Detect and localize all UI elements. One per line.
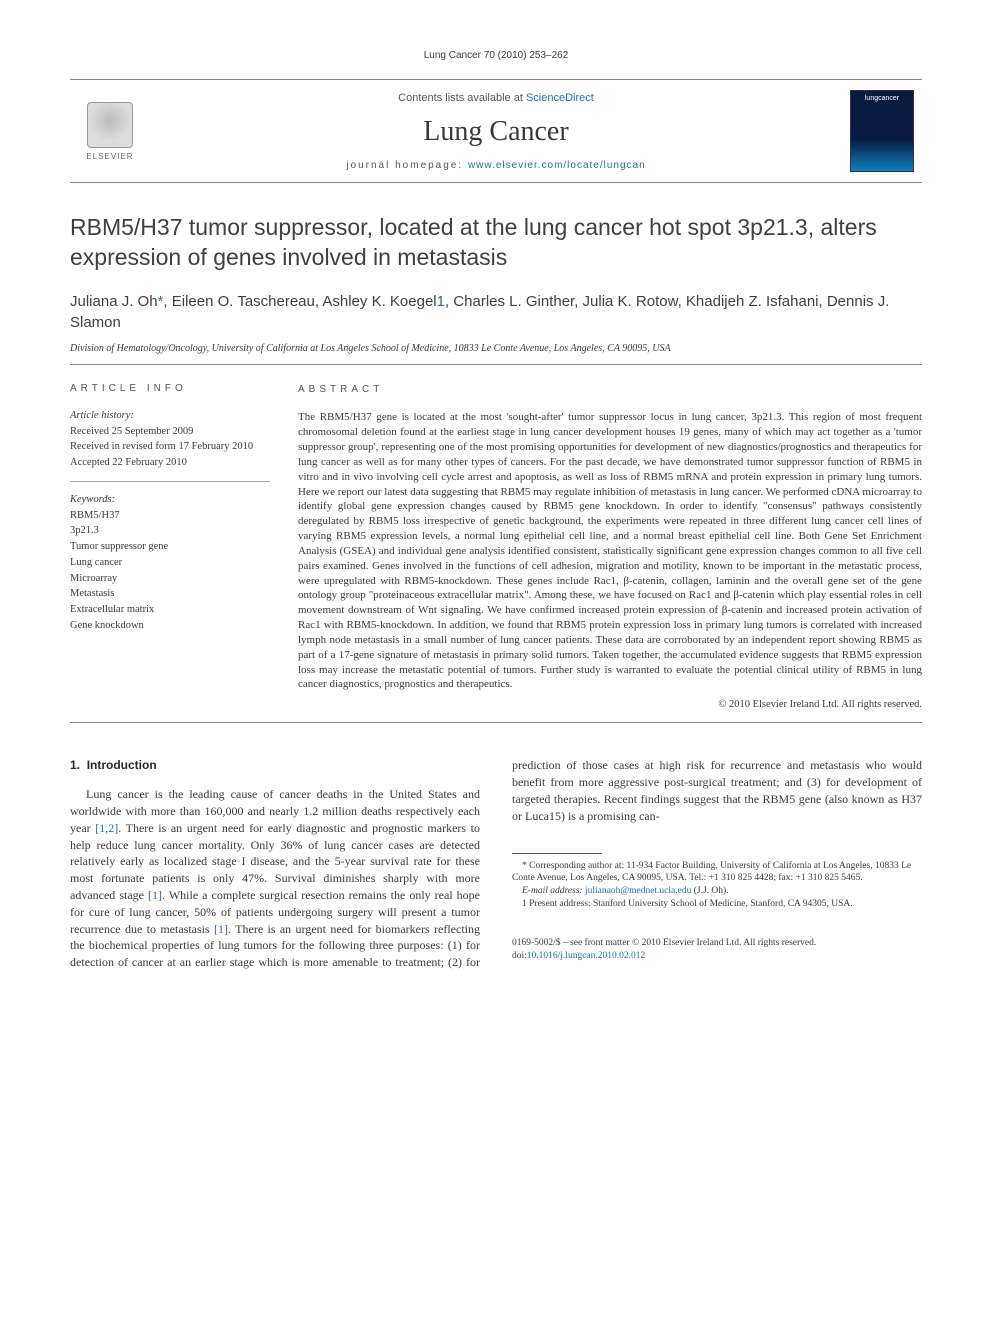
divider bbox=[70, 364, 922, 365]
present-address-note: 1 Present address: Stanford University S… bbox=[512, 898, 922, 911]
contents-available-line: Contents lists available at ScienceDirec… bbox=[150, 92, 842, 104]
running-head: Lung Cancer 70 (2010) 253–262 bbox=[70, 50, 922, 61]
article-body: 1. Introduction Lung cancer is the leadi… bbox=[70, 757, 922, 971]
journal-homepage-line: journal homepage: www.elsevier.com/locat… bbox=[150, 160, 842, 171]
journal-cover-thumb bbox=[850, 90, 914, 172]
elsevier-tree-icon bbox=[87, 102, 133, 148]
homepage-prefix: journal homepage: bbox=[346, 160, 468, 171]
article-info-heading: ARTICLE INFO bbox=[70, 383, 270, 394]
journal-name: Lung Cancer bbox=[150, 116, 842, 148]
publisher-name: ELSEVIER bbox=[86, 152, 133, 161]
doi-label: doi: bbox=[512, 951, 527, 961]
elsevier-logo: ELSEVIER bbox=[80, 96, 140, 166]
corresponding-author-note: * Corresponding author at: 11-934 Factor… bbox=[512, 860, 922, 886]
footnote-divider bbox=[512, 853, 602, 854]
section-number: 1. bbox=[70, 758, 80, 772]
keywords-list: RBM5/H373p21.3Tumor suppressor geneLung … bbox=[70, 508, 270, 634]
abstract-block: ABSTRACT The RBM5/H37 gene is located at… bbox=[298, 383, 922, 713]
email-note: E-mail address: julianaoh@mednet.ucla.ed… bbox=[512, 885, 922, 898]
keyword: Microarray bbox=[70, 571, 270, 587]
journal-masthead: ELSEVIER Contents lists available at Sci… bbox=[70, 79, 922, 183]
citation-link[interactable]: [1] bbox=[148, 888, 162, 902]
email-label: E-mail address: bbox=[522, 886, 585, 896]
author-email-link[interactable]: julianaoh@mednet.ucla.edu bbox=[585, 886, 691, 896]
journal-homepage-link[interactable]: www.elsevier.com/locate/lungcan bbox=[468, 160, 646, 171]
email-attribution: (J.J. Oh). bbox=[691, 886, 728, 896]
keyword: Tumor suppressor gene bbox=[70, 539, 270, 555]
keyword: Extracellular matrix bbox=[70, 602, 270, 618]
doi-link[interactable]: 10.1016/j.lungcan.2010.02.012 bbox=[527, 951, 645, 961]
article-history-heading: Article history: bbox=[70, 408, 270, 424]
info-divider bbox=[70, 481, 270, 482]
publisher-logo-block: ELSEVIER bbox=[70, 90, 150, 172]
abstract-copyright: © 2010 Elsevier Ireland Ltd. All rights … bbox=[298, 698, 922, 712]
journal-cover-block bbox=[842, 90, 922, 172]
affiliation: Division of Hematology/Oncology, Univers… bbox=[70, 343, 922, 354]
keywords-heading: Keywords: bbox=[70, 492, 270, 508]
author-list: Juliana J. Oh*, Eileen O. Taschereau, As… bbox=[70, 291, 922, 333]
keyword: 3p21.3 bbox=[70, 523, 270, 539]
sciencedirect-link[interactable]: ScienceDirect bbox=[526, 92, 594, 104]
issn-copyright-line: 0169-5002/$ – see front matter © 2010 El… bbox=[512, 937, 922, 950]
history-received: Received 25 September 2009 bbox=[70, 424, 270, 440]
footnotes: * Corresponding author at: 11-934 Factor… bbox=[512, 860, 922, 911]
section-heading: 1. Introduction bbox=[70, 757, 480, 774]
keyword: Metastasis bbox=[70, 586, 270, 602]
keyword: RBM5/H37 bbox=[70, 508, 270, 524]
citation-link[interactable]: [1,2] bbox=[95, 821, 118, 835]
citation-link[interactable]: [1] bbox=[214, 922, 228, 936]
contents-prefix: Contents lists available at bbox=[398, 92, 526, 104]
abstract-heading: ABSTRACT bbox=[298, 383, 922, 397]
keyword: Lung cancer bbox=[70, 555, 270, 571]
keyword: Gene knockdown bbox=[70, 618, 270, 634]
front-matter-meta: 0169-5002/$ – see front matter © 2010 El… bbox=[512, 937, 922, 963]
section-title: Introduction bbox=[87, 758, 157, 772]
divider bbox=[70, 722, 922, 723]
article-title: RBM5/H37 tumor suppressor, located at th… bbox=[70, 213, 922, 273]
history-accepted: Accepted 22 February 2010 bbox=[70, 455, 270, 471]
history-revised: Received in revised form 17 February 201… bbox=[70, 439, 270, 455]
abstract-text: The RBM5/H37 gene is located at the most… bbox=[298, 410, 922, 692]
article-info-sidebar: ARTICLE INFO Article history: Received 2… bbox=[70, 383, 270, 713]
